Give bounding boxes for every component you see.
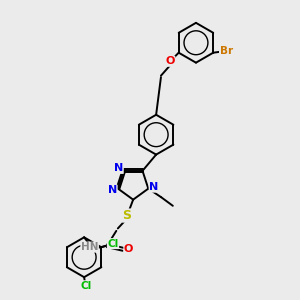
Text: O: O bbox=[165, 56, 175, 66]
Text: N: N bbox=[114, 164, 123, 173]
Text: O: O bbox=[124, 244, 133, 254]
Text: N: N bbox=[108, 185, 117, 195]
Text: N: N bbox=[149, 182, 158, 192]
Text: Cl: Cl bbox=[80, 281, 91, 291]
Text: Cl: Cl bbox=[107, 238, 118, 249]
Text: HN: HN bbox=[81, 242, 98, 252]
Text: Br: Br bbox=[220, 46, 232, 56]
Text: S: S bbox=[122, 209, 131, 222]
